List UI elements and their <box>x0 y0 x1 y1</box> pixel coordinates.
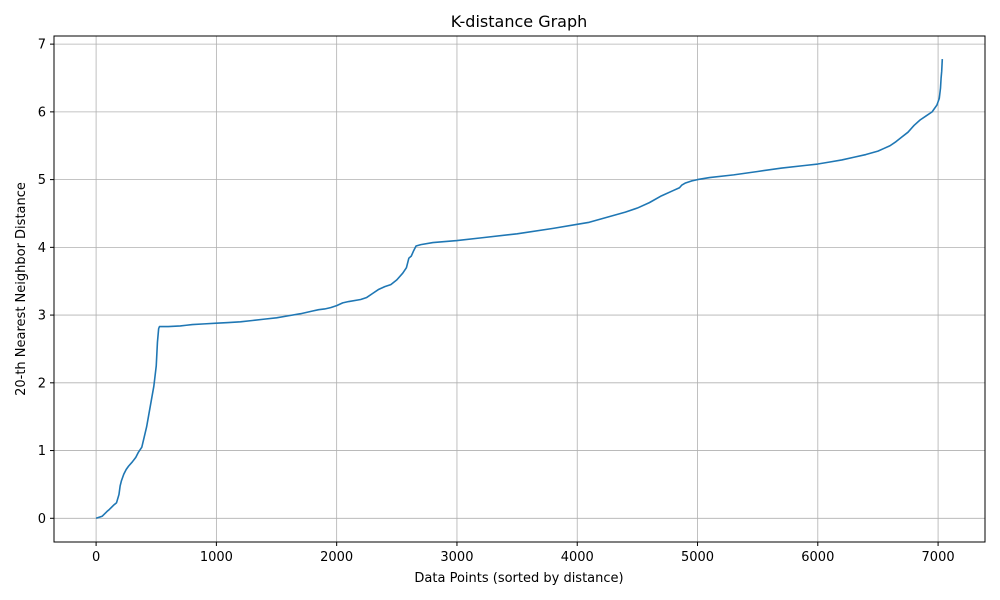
y-axis: 0 1 2 3 4 5 6 7 <box>38 38 54 527</box>
chart-title: K-distance Graph <box>451 12 588 31</box>
plot-frame <box>53 35 986 543</box>
x-axis-label: Data Points (sorted by distance) <box>414 571 623 586</box>
x-tick-label: 7000 <box>922 550 955 565</box>
x-tick-label: 5000 <box>681 550 714 565</box>
y-tick-label: 6 <box>38 105 46 120</box>
x-tick-label: 2000 <box>320 550 353 565</box>
y-tick-label: 7 <box>38 38 46 53</box>
x-axis: 0 1000 2000 3000 4000 5000 6000 7000 <box>92 542 955 565</box>
y-tick-label: 3 <box>38 309 46 324</box>
x-tick-label: 3000 <box>440 550 473 565</box>
plot-line <box>95 58 944 520</box>
y-tick-label: 4 <box>38 241 46 256</box>
y-tick-label: 2 <box>38 376 46 391</box>
x-tick-label: 1000 <box>200 550 233 565</box>
gridlines <box>54 36 985 542</box>
y-tick-label: 1 <box>38 444 46 459</box>
y-tick-label: 5 <box>38 173 46 188</box>
y-tick-label: 0 <box>38 512 46 527</box>
y-axis-label: 20-th Nearest Neighbor Distance <box>14 182 29 396</box>
x-tick-label: 4000 <box>561 550 594 565</box>
x-tick-label: 0 <box>92 550 100 565</box>
series-line <box>95 58 944 520</box>
x-tick-label: 6000 <box>801 550 834 565</box>
